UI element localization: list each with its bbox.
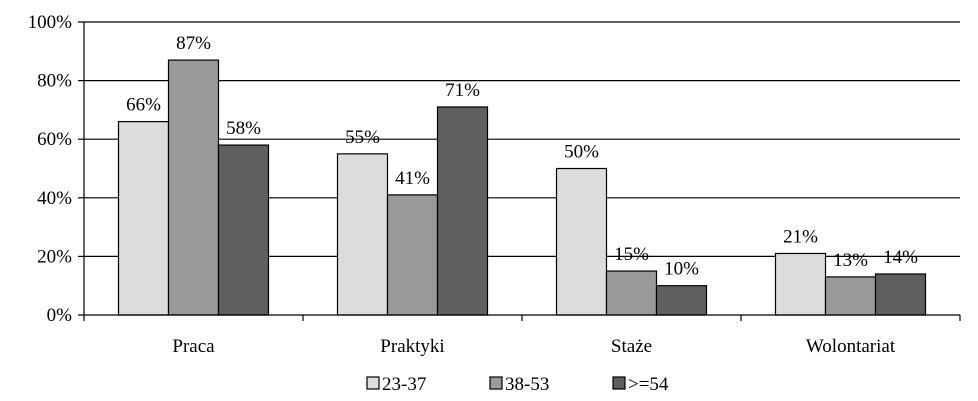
bar-wolontariat-1: [824, 276, 877, 316]
bar-wolontariat-2: [874, 273, 927, 316]
y-axis: 0% 20% 40% 60% 80% 100%: [28, 12, 85, 326]
bar-praca-1: [167, 59, 220, 316]
data-label: 87%: [176, 33, 211, 54]
data-labels: 66% 87% 58% 55% 41% 71% 50% 15% 10% 21% 13% 14%: [126, 33, 918, 280]
y-tick-label: 60%: [37, 129, 72, 150]
bar-praca-0: [117, 121, 170, 316]
legend-swatch: [366, 376, 380, 390]
bar-praktyki-1: [386, 194, 439, 316]
legend-label: 23-37: [382, 374, 426, 395]
x-axis: Praca Praktyki Staże Wolontariat: [83, 314, 961, 357]
legend-swatch: [489, 376, 503, 390]
data-label: 15%: [614, 244, 649, 265]
data-label: 50%: [564, 142, 599, 163]
data-label: 41%: [395, 168, 430, 189]
y-tick-label: 80%: [37, 71, 72, 92]
bar-praktyki-2: [436, 106, 489, 316]
bar-wolontariat-0: [774, 252, 827, 316]
data-label: 66%: [126, 95, 161, 116]
y-tick-label: 0%: [47, 305, 73, 326]
data-label: 58%: [226, 118, 261, 139]
bar-praca-2: [217, 144, 270, 316]
legend-label: 38-53: [505, 374, 549, 395]
data-label: 55%: [345, 127, 380, 148]
x-category-label: Praktyki: [380, 336, 444, 357]
data-label: 10%: [664, 259, 699, 280]
bar-praktyki-0: [336, 153, 389, 316]
data-label: 21%: [783, 226, 818, 247]
legend: 23-37 38-53 >=54: [366, 374, 669, 395]
bar-staże-0: [555, 167, 608, 316]
x-category-label: Praca: [172, 336, 215, 357]
legend-swatch: [612, 376, 626, 390]
x-category-label: Staże: [611, 336, 652, 357]
bars: [117, 59, 927, 316]
bar-staże-1: [605, 270, 658, 316]
data-label: 13%: [833, 250, 868, 271]
legend-label: >=54: [628, 374, 669, 395]
y-tick-label: 100%: [28, 12, 73, 33]
y-tick-label: 20%: [37, 246, 72, 267]
y-tick-label: 40%: [37, 188, 72, 209]
data-label: 71%: [445, 80, 480, 101]
bar-staże-2: [655, 285, 708, 316]
x-category-label: Wolontariat: [806, 336, 896, 357]
data-label: 14%: [883, 247, 918, 268]
